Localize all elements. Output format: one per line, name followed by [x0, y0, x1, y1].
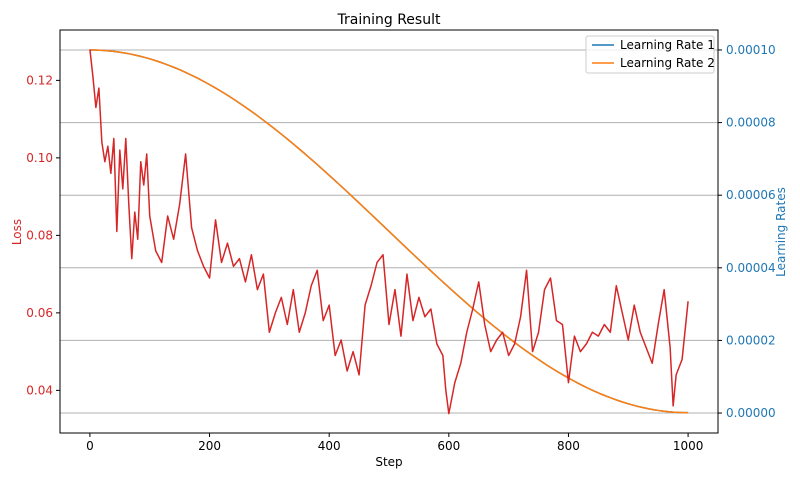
- series-loss-line: [89, 49, 689, 415]
- y-axis-left-title: Loss: [10, 219, 24, 245]
- y-axis-left: 0.04 0.06 0.08 0.10 0.12: [26, 73, 60, 397]
- plot-frame: [59, 29, 719, 434]
- y-right-tick-label-4: 0.00008: [726, 116, 776, 130]
- y-right-tick-label-0: 0.00000: [726, 406, 776, 420]
- x-tick-label-4: 800: [557, 439, 580, 453]
- y-right-tick-label-2: 0.00004: [726, 261, 776, 275]
- y-axis-right: 0.00000 0.00002 0.00004 0.00006 0.00008 0.000…: [718, 43, 776, 420]
- x-tick-label-3: 600: [437, 439, 460, 453]
- y-left-tick-label-0: 0.04: [26, 383, 53, 397]
- y-left-tick-label-4: 0.12: [26, 73, 53, 87]
- y-left-tick-label-3: 0.10: [26, 151, 53, 165]
- chart-title: Training Result: [337, 12, 441, 28]
- y-right-tick-label-1: 0.00002: [726, 333, 776, 347]
- legend-label-lr2: Learning Rate 2: [620, 56, 715, 70]
- y-right-tick-label-3: 0.00006: [726, 188, 776, 202]
- y-axis-right-title: Learning Rates: [774, 187, 788, 277]
- x-tick-label-2: 400: [318, 439, 341, 453]
- series-learning-rate-2-line: [89, 49, 689, 414]
- y-left-tick-label-2: 0.08: [26, 228, 53, 242]
- x-tick-label-1: 200: [198, 439, 221, 453]
- legend: Learning Rate 1 Learning Rate 2: [585, 35, 715, 74]
- y-right-tick-label-5: 0.00010: [726, 43, 776, 57]
- x-axis-title: Step: [375, 455, 402, 469]
- legend-box: [585, 35, 715, 74]
- x-axis: 0 200 400 600 800 1000: [86, 433, 703, 453]
- learning-rate-lines: [89, 49, 689, 414]
- loss-line-group: [89, 49, 689, 415]
- x-tick-label-5: 1000: [673, 439, 704, 453]
- x-tick-label-0: 0: [86, 439, 94, 453]
- legend-label-lr1: Learning Rate 1: [620, 38, 715, 52]
- y-left-tick-label-1: 0.06: [26, 306, 53, 320]
